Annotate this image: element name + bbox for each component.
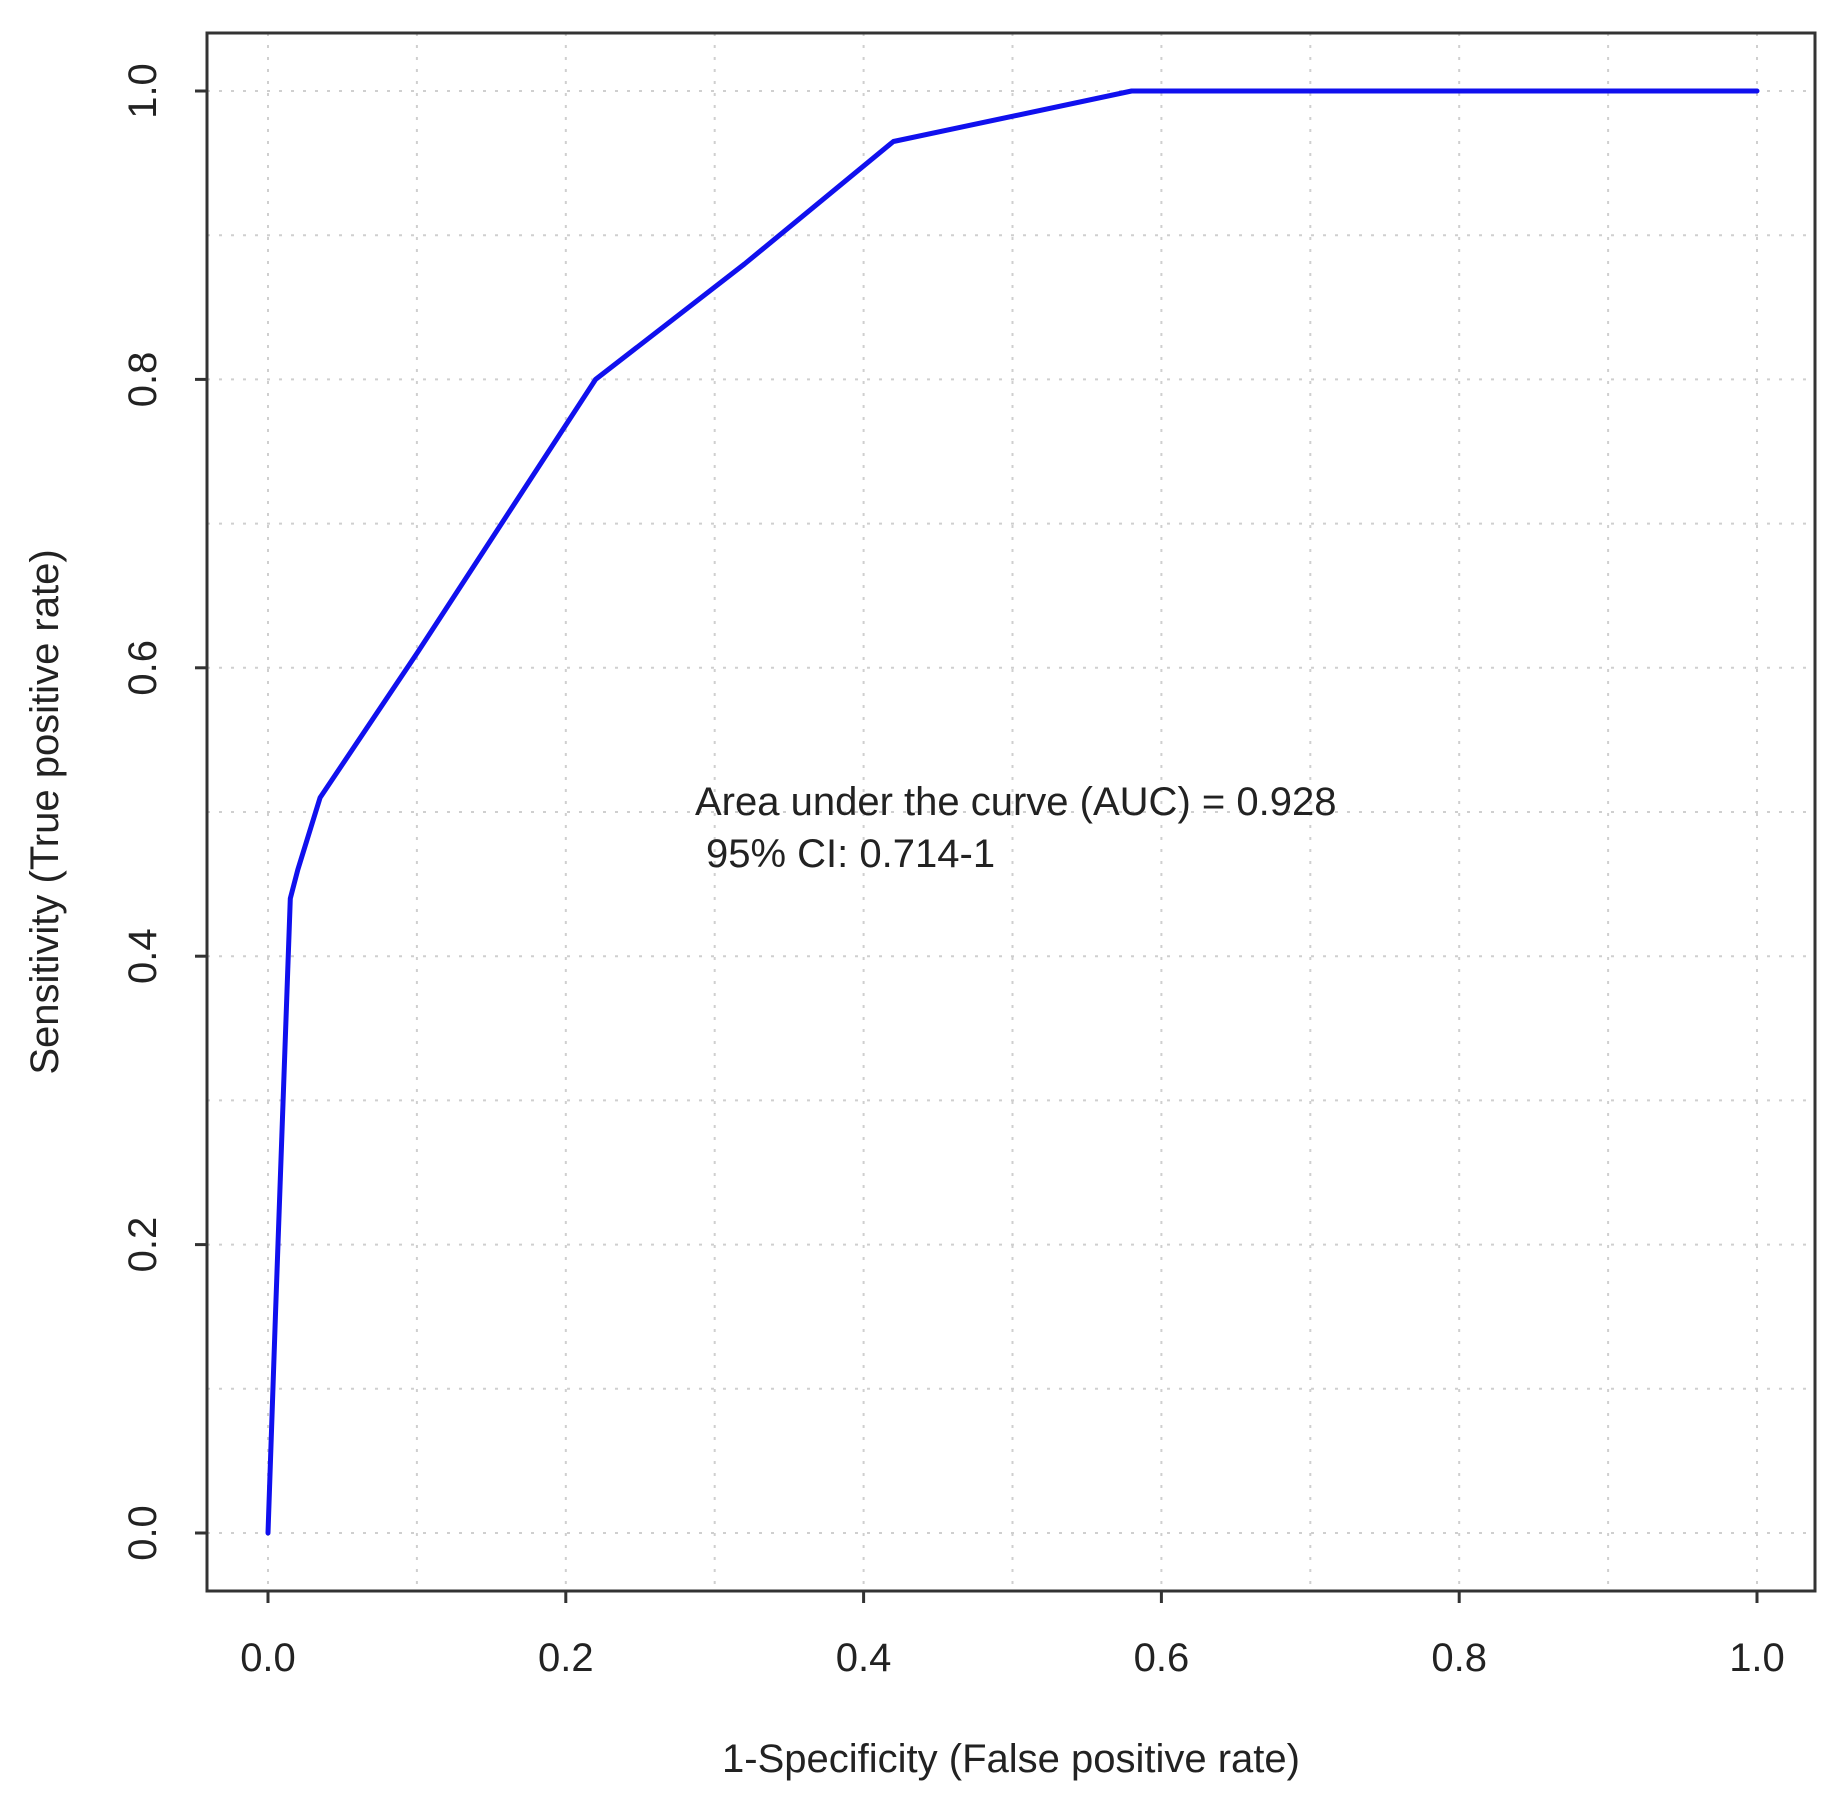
x-axis-label: 1-Specificity (False positive rate) — [722, 1737, 1300, 1781]
y-tick-label: 0.2 — [121, 1217, 165, 1273]
y-tick-label: 0.8 — [121, 352, 165, 408]
y-axis-label: Sensitivity (True positive rate) — [23, 549, 67, 1074]
roc-curve-line — [265, 88, 1760, 1536]
auc-annotation: Area under the curve (AUC) = 0.928 — [695, 780, 1336, 824]
x-tick-label: 0.2 — [538, 1636, 594, 1680]
y-tick-label: 0.6 — [121, 640, 165, 696]
y-tick-label: 1.0 — [121, 63, 165, 119]
x-axis: 0.0 0.2 0.4 0.6 0.8 1.0 — [240, 1591, 1785, 1680]
ci-annotation: 95% CI: 0.714-1 — [706, 832, 995, 876]
x-tick-label: 0.6 — [1134, 1636, 1190, 1680]
series-layer — [265, 88, 1760, 1536]
x-tick-label: 1.0 — [1729, 1636, 1785, 1680]
grid — [207, 33, 1815, 1591]
plot-frame — [205, 31, 1817, 1593]
y-tick-label: 0.0 — [121, 1505, 165, 1561]
x-tick-label: 0.4 — [836, 1636, 892, 1680]
x-tick-label: 0.8 — [1431, 1636, 1487, 1680]
x-tick-label: 0.0 — [240, 1636, 296, 1680]
y-tick-label: 0.4 — [121, 928, 165, 984]
y-axis: 0.0 0.2 0.4 0.6 0.8 1.0 — [121, 63, 207, 1561]
